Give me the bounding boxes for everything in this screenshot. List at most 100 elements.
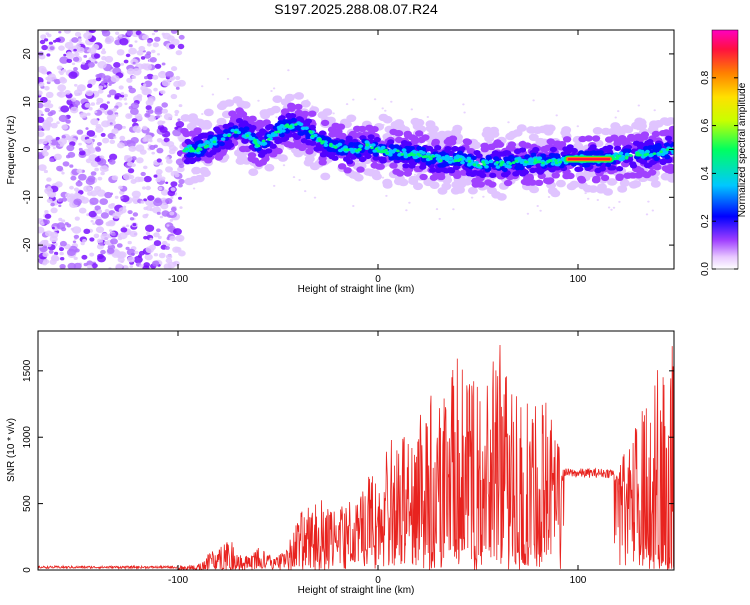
heatmap-ridge-cell <box>323 136 330 142</box>
heatmap-ridge-cell <box>189 152 196 158</box>
heatmap-ridge-cell <box>264 124 273 131</box>
heatmap-noise-cell <box>381 107 384 110</box>
heatmap-noise-cell <box>90 160 100 168</box>
heatmap-noise-cell <box>170 206 177 212</box>
heatmap-ridge-cell <box>343 156 351 162</box>
heatmap-noise-cell <box>156 211 161 215</box>
heatmap-noise-cell <box>123 155 133 162</box>
heatmap-noise-cell <box>64 192 71 198</box>
snr-ylabel: SNR (10 * v/v) <box>6 418 17 482</box>
heatmap-noise-cell <box>153 144 158 148</box>
heatmap-noise-cell <box>651 209 654 212</box>
heatmap-noise-cell <box>90 171 97 176</box>
heatmap-ridge-cell <box>295 116 303 122</box>
heatmap-noise-cell <box>114 95 120 100</box>
heatmap-ridge-cell <box>214 154 223 161</box>
colorbar-tick-label: 0.2 <box>700 214 711 228</box>
heatmap-ridge-cell <box>248 136 254 141</box>
heatmap-noise-cell <box>46 53 51 57</box>
heatmap-noise-cell <box>66 144 75 152</box>
heatmap-ridge-cell <box>278 125 284 129</box>
heatmap-noise-cell <box>46 177 52 182</box>
heatmap-noise-cell <box>111 175 119 181</box>
heatmap-ridge-cell <box>348 147 354 152</box>
heatmap-noise-cell <box>169 211 175 216</box>
heatmap-ridge-cell <box>609 165 617 171</box>
heatmap-ridge-cell <box>607 178 617 186</box>
heatmap-noise-cell <box>78 147 83 152</box>
heatmap-ridge-cell <box>195 152 202 158</box>
heatmap-noise-cell <box>58 198 64 202</box>
heatmap-ridge-cell <box>514 148 522 155</box>
heatmap-ridge-cell <box>236 100 247 108</box>
heatmap-noise-cell <box>134 250 139 255</box>
heatmap-noise-cell <box>145 113 149 117</box>
heatmap-noise-cell <box>59 56 69 64</box>
heatmap-noise-cell <box>48 249 54 254</box>
heatmap-ridge-cell <box>215 128 223 135</box>
heatmap-noise-cell <box>86 112 91 116</box>
heatmap-noise-cell <box>86 130 96 137</box>
heatmap-noise-cell <box>138 250 145 256</box>
heatmap-noise-cell <box>152 42 159 48</box>
heatmap-ridge-cell <box>367 149 374 154</box>
heatmap-ridge-cell <box>485 155 492 160</box>
heatmap-noise-cell <box>292 176 296 179</box>
heatmap-noise-cell <box>93 233 100 239</box>
heatmap-ridge-cell <box>665 148 670 152</box>
heatmap-noise-cell <box>536 205 539 207</box>
heatmap-ridge-cell <box>549 153 556 158</box>
heatmap-noise-cell <box>147 96 156 103</box>
heatmap-noise-cell <box>72 240 77 244</box>
heatmap-noise-cell <box>128 85 133 90</box>
heatmap-noise-cell <box>166 224 170 227</box>
heatmap-noise-cell <box>381 176 385 179</box>
heatmap-noise-cell <box>149 57 157 63</box>
heatmap-noise-cell <box>174 113 178 117</box>
heatmap-ridge-cell <box>439 163 446 168</box>
heatmap-ridge-cell <box>631 180 642 188</box>
heatmap-noise-cell <box>201 85 204 88</box>
heatmap-ridge-cell <box>423 178 434 187</box>
heatmap-noise-cell <box>79 112 88 119</box>
heatmap-noise-cell <box>173 228 182 236</box>
heatmap-noise-cell <box>136 94 143 99</box>
heatmap-noise-cell <box>73 234 80 239</box>
heatmap-noise-cell <box>384 109 387 112</box>
heatmap-ridge-cell <box>410 135 419 142</box>
heatmap-noise-cell <box>128 145 137 152</box>
heatmap-noise-cell <box>46 243 52 248</box>
heatmap-noise-cell <box>60 257 65 261</box>
heatmap-ridge-cell <box>188 158 196 165</box>
heatmap-ridge-cell <box>274 130 278 134</box>
heatmap-noise-cell <box>48 41 54 45</box>
heatmap-ridge-cell <box>200 169 211 177</box>
heatmap-noise-cell <box>95 218 104 226</box>
heatmap-noise-cell <box>108 89 117 96</box>
heatmap-noise-cell <box>51 226 55 230</box>
heatmap-noise-cell <box>145 224 155 232</box>
heatmap-noise-cell <box>607 206 611 209</box>
heatmap-ridge-cell <box>355 153 362 158</box>
heatmap-noise-cell <box>132 61 136 65</box>
heatmap-noise-cell <box>44 107 51 113</box>
heatmap-noise-cell <box>102 137 110 144</box>
heatmap-ridge-cell <box>319 130 327 136</box>
heatmap-noise-cell <box>102 48 106 51</box>
heatmap-ridge-cell <box>491 150 499 156</box>
heatmap-noise-cell <box>131 118 138 123</box>
heatmap-noise-cell <box>139 264 144 268</box>
heatmap-noise-cell <box>113 62 121 68</box>
heatmap-noise-cell <box>155 177 161 183</box>
heatmap-ridge-cell <box>270 132 276 136</box>
heatmap-noise-cell <box>101 120 110 128</box>
heatmap-ridge-cell <box>294 92 304 100</box>
heatmap-noise-cell <box>154 63 162 69</box>
heatmap-ridge-cell <box>489 126 499 135</box>
heatmap-ridge-cell <box>615 156 620 160</box>
heatmap-noise-cell <box>156 158 162 163</box>
heatmap-ridge-cell <box>227 134 231 138</box>
heatmap-ridge-cell <box>645 152 650 156</box>
heatmap-noise-cell <box>99 242 104 246</box>
heatmap-ridge-cell <box>394 136 404 144</box>
